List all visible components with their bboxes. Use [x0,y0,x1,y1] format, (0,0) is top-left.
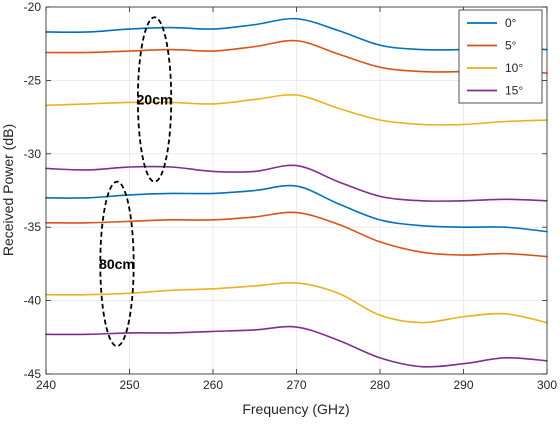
annotation-ellipse [136,16,173,183]
legend-label: 10° [505,61,523,75]
series-line [45,93,548,126]
y-tick-label: -45 [24,367,42,381]
y-tick-label: -35 [24,220,42,234]
y-tick-label: -30 [24,147,42,161]
y-axis-label: Received Power (dB) [0,124,16,256]
series-line [45,281,548,324]
legend-label: 5° [505,39,517,53]
annotation-label: 80cm [99,256,135,272]
x-axis-ticks: 240 250 260 270 280 290 300 [36,7,557,392]
series-line [45,325,548,368]
x-tick-label: 300 [537,378,557,392]
x-axis-label: Frequency (GHz) [242,401,349,417]
y-tick-label: -20 [24,0,42,14]
annotations: 20cm 80cm [99,16,173,348]
legend: 0° 5° 10° 15° [458,9,543,104]
x-tick-label: 260 [203,378,223,392]
series-line [45,211,548,258]
annotation-ellipse [99,180,135,348]
series-line [45,184,548,233]
x-tick-label: 280 [370,378,390,392]
legend-label: 15° [505,84,523,98]
y-tick-label: -40 [24,294,42,308]
y-axis-ticks: -20 -25 -30 -35 -40 -45 [24,0,547,381]
legend-box [458,9,543,104]
legend-label: 0° [505,16,517,30]
annotation-label: 20cm [137,91,173,107]
x-tick-label: 270 [286,378,306,392]
series-line [45,164,548,202]
y-tick-label: -25 [24,73,42,87]
x-tick-label: 250 [119,378,139,392]
x-tick-label: 290 [453,378,473,392]
series-lines [45,17,548,368]
x-tick-label: 240 [36,378,56,392]
